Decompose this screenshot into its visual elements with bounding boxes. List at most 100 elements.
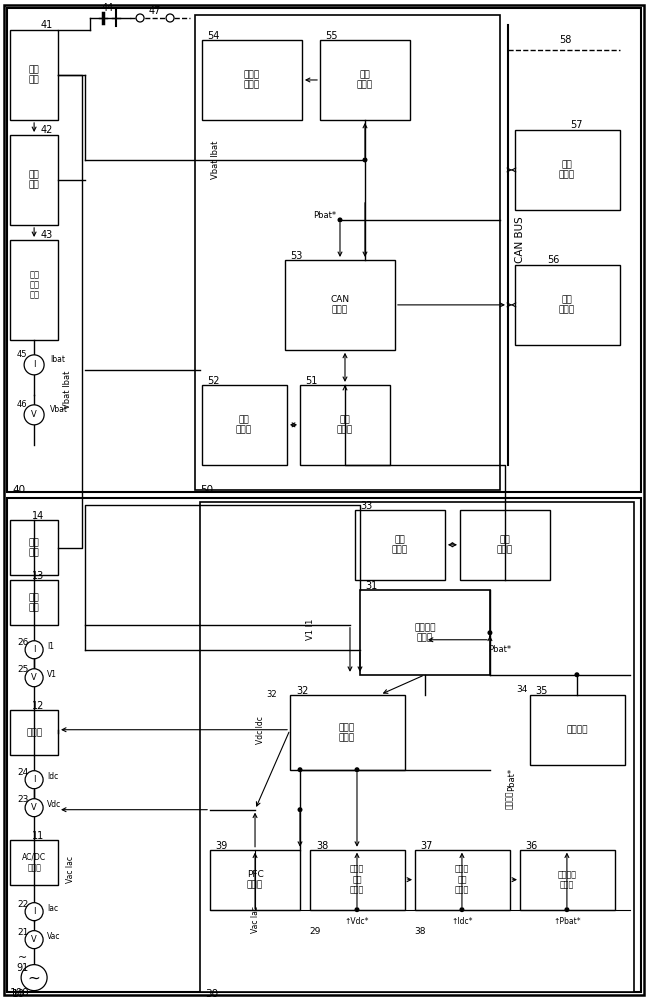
Bar bbox=[415, 850, 510, 910]
Text: Vac: Vac bbox=[47, 932, 61, 941]
Text: 11: 11 bbox=[32, 831, 44, 841]
Text: 32: 32 bbox=[267, 690, 277, 699]
Bar bbox=[10, 710, 58, 755]
Text: 30: 30 bbox=[205, 989, 218, 999]
Circle shape bbox=[25, 903, 43, 921]
Text: 36: 36 bbox=[525, 841, 537, 851]
Circle shape bbox=[362, 157, 367, 162]
Circle shape bbox=[487, 630, 492, 635]
Bar bbox=[520, 850, 615, 910]
Text: 21: 21 bbox=[17, 928, 29, 937]
Bar bbox=[515, 265, 620, 345]
Text: 无线
通信部: 无线 通信部 bbox=[337, 415, 353, 435]
Bar bbox=[460, 510, 550, 580]
Text: 逆変器: 逆変器 bbox=[26, 728, 42, 737]
Text: 42: 42 bbox=[40, 125, 52, 135]
Text: 38: 38 bbox=[316, 841, 329, 851]
Circle shape bbox=[24, 355, 44, 375]
Text: ~: ~ bbox=[17, 953, 27, 963]
Bar bbox=[285, 260, 395, 350]
Text: 37: 37 bbox=[420, 841, 432, 851]
Text: 54: 54 bbox=[207, 31, 220, 41]
Text: 效率
运算部: 效率 运算部 bbox=[357, 70, 373, 90]
Circle shape bbox=[25, 771, 43, 789]
Text: 29: 29 bbox=[309, 927, 321, 936]
Bar bbox=[515, 130, 620, 210]
Text: I: I bbox=[33, 360, 36, 369]
Text: CAN BUS: CAN BUS bbox=[515, 217, 525, 263]
Circle shape bbox=[338, 217, 343, 222]
Bar bbox=[7, 498, 641, 992]
Text: 12: 12 bbox=[32, 701, 44, 711]
Text: 26: 26 bbox=[17, 638, 29, 647]
Text: Vbat: Vbat bbox=[50, 405, 68, 414]
Text: 谐振
电路: 谐振 电路 bbox=[29, 593, 40, 612]
Text: Vac Iac: Vac Iac bbox=[65, 856, 75, 883]
Text: 14: 14 bbox=[32, 511, 44, 521]
Text: 13: 13 bbox=[32, 571, 44, 581]
Text: Pbat*: Pbat* bbox=[507, 768, 516, 791]
Circle shape bbox=[574, 672, 579, 677]
Bar bbox=[195, 15, 500, 490]
Text: 43: 43 bbox=[40, 230, 52, 240]
Text: Vbat Ibat: Vbat Ibat bbox=[211, 141, 220, 179]
Bar bbox=[300, 385, 390, 465]
Text: 一次側
电流
运算部: 一次側 电流 运算部 bbox=[455, 865, 469, 895]
Circle shape bbox=[25, 931, 43, 949]
Text: 44: 44 bbox=[102, 3, 114, 13]
Text: CAN
通信部: CAN 通信部 bbox=[330, 295, 349, 315]
Text: 34: 34 bbox=[516, 685, 527, 694]
Text: 40: 40 bbox=[12, 485, 25, 495]
Text: 35: 35 bbox=[535, 686, 548, 696]
Bar bbox=[10, 840, 58, 885]
Text: I: I bbox=[33, 645, 36, 654]
Text: 33: 33 bbox=[360, 501, 372, 511]
Text: 无线
通信部: 无线 通信部 bbox=[497, 535, 513, 554]
Text: ↑Idc*: ↑Idc* bbox=[451, 917, 472, 926]
Circle shape bbox=[297, 807, 303, 812]
Text: 23: 23 bbox=[17, 795, 29, 804]
Text: PFC
控制部: PFC 控制部 bbox=[247, 870, 263, 889]
Text: 91: 91 bbox=[16, 963, 29, 973]
Text: 功率因数: 功率因数 bbox=[505, 790, 515, 809]
Circle shape bbox=[297, 767, 303, 772]
Text: 10: 10 bbox=[12, 989, 25, 999]
Text: I: I bbox=[33, 907, 36, 916]
Text: 整流
平滑
电路: 整流 平滑 电路 bbox=[29, 270, 39, 300]
Text: 52: 52 bbox=[207, 376, 220, 386]
Text: Pbat*: Pbat* bbox=[489, 645, 511, 654]
Text: ~: ~ bbox=[28, 970, 40, 985]
Text: 46: 46 bbox=[17, 400, 28, 409]
Text: I: I bbox=[33, 775, 36, 784]
Circle shape bbox=[25, 669, 43, 687]
Text: 58: 58 bbox=[559, 35, 571, 45]
Text: 41: 41 bbox=[40, 20, 52, 30]
Bar bbox=[10, 580, 58, 625]
Bar bbox=[290, 695, 405, 770]
Text: 57: 57 bbox=[570, 120, 583, 130]
Text: I1: I1 bbox=[47, 642, 54, 651]
Text: 送電
線圈: 送電 線圈 bbox=[29, 538, 40, 557]
Circle shape bbox=[25, 641, 43, 659]
Text: 50: 50 bbox=[200, 485, 213, 495]
Text: 存储器部: 存储器部 bbox=[566, 725, 588, 734]
Text: Vac Iac: Vac Iac bbox=[251, 906, 260, 933]
Bar bbox=[7, 8, 641, 492]
Text: 车辆
控制部: 车辆 控制部 bbox=[559, 160, 575, 180]
Text: 55: 55 bbox=[325, 31, 338, 41]
Circle shape bbox=[136, 14, 144, 22]
Text: V1 I1: V1 I1 bbox=[305, 619, 314, 640]
Text: 32: 32 bbox=[296, 686, 308, 696]
Text: 56: 56 bbox=[547, 255, 559, 265]
Text: 38: 38 bbox=[414, 927, 426, 936]
Text: V1: V1 bbox=[47, 670, 57, 679]
Text: V: V bbox=[31, 935, 37, 944]
Text: ↑Vdc*: ↑Vdc* bbox=[345, 917, 369, 926]
Bar bbox=[210, 850, 300, 910]
Bar bbox=[200, 502, 634, 992]
Text: 31: 31 bbox=[365, 581, 377, 591]
Text: 通信
監視部: 通信 監視部 bbox=[236, 415, 252, 435]
Bar bbox=[10, 30, 58, 120]
Text: 53: 53 bbox=[290, 251, 303, 261]
Text: AC/DC
変換器: AC/DC 変換器 bbox=[22, 853, 46, 872]
